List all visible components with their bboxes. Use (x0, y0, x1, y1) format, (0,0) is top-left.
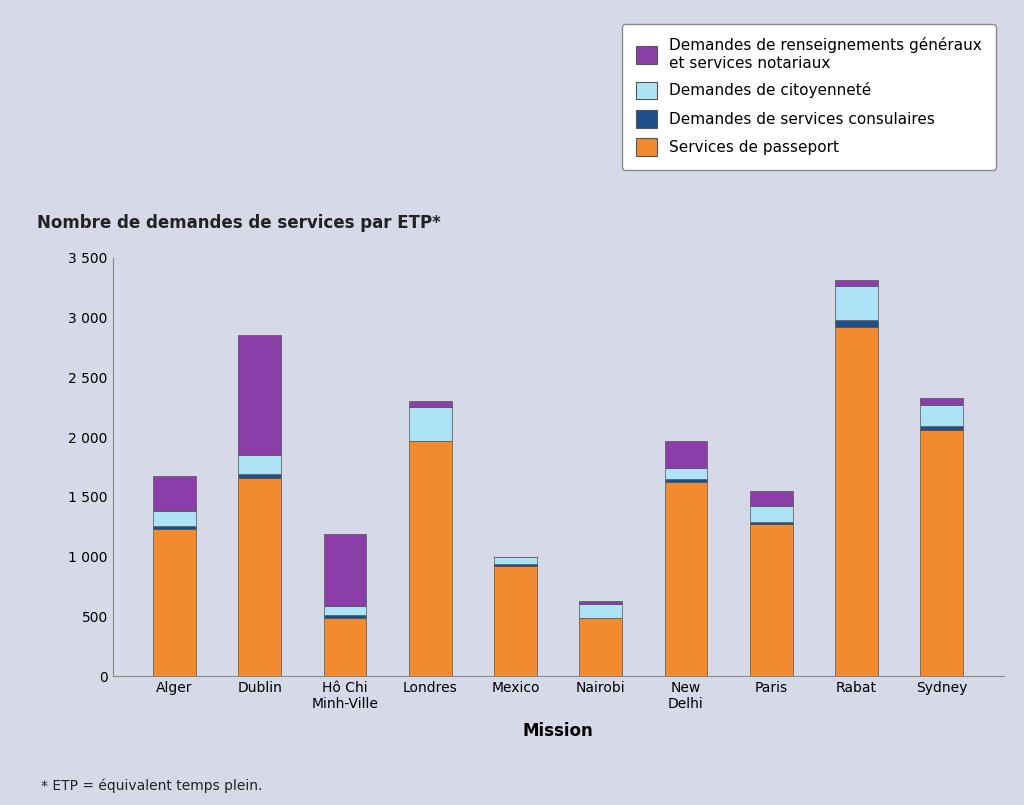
Bar (324, 605, 367, 615)
Bar (409, 440, 452, 676)
Bar (239, 474, 281, 477)
Bar (665, 479, 708, 482)
Bar (921, 405, 963, 426)
Bar (239, 336, 281, 455)
Bar (836, 287, 878, 320)
Bar (409, 407, 452, 440)
Bar (921, 426, 963, 430)
Bar (921, 430, 963, 676)
Bar (921, 398, 963, 405)
Bar (665, 468, 708, 479)
Bar (665, 440, 708, 468)
Bar (750, 524, 793, 676)
Bar (836, 327, 878, 676)
Bar (750, 491, 793, 506)
Bar (495, 556, 537, 564)
Bar (665, 482, 708, 676)
Bar (409, 401, 452, 407)
Text: * ETP = équivalent temps plein.: * ETP = équivalent temps plein. (41, 778, 262, 793)
Bar (324, 615, 367, 617)
Bar (154, 511, 196, 526)
Bar (239, 455, 281, 474)
Bar (580, 605, 622, 617)
Text: Nombre de demandes de services par ETP*: Nombre de demandes de services par ETP* (37, 214, 440, 233)
X-axis label: Mission: Mission (522, 722, 594, 741)
Bar (580, 601, 622, 605)
Bar (836, 280, 878, 287)
Bar (324, 617, 367, 676)
Bar (154, 526, 196, 529)
Bar (239, 477, 281, 676)
Bar (836, 320, 878, 327)
Bar (154, 477, 196, 511)
Bar (495, 564, 537, 566)
Bar (495, 566, 537, 676)
Legend: Demandes de renseignements généraux
et services notariaux, Demandes de citoyenne: Demandes de renseignements généraux et s… (622, 23, 996, 170)
Bar (750, 506, 793, 522)
Bar (154, 529, 196, 676)
Bar (324, 534, 367, 605)
Bar (580, 617, 622, 676)
Bar (750, 522, 793, 524)
